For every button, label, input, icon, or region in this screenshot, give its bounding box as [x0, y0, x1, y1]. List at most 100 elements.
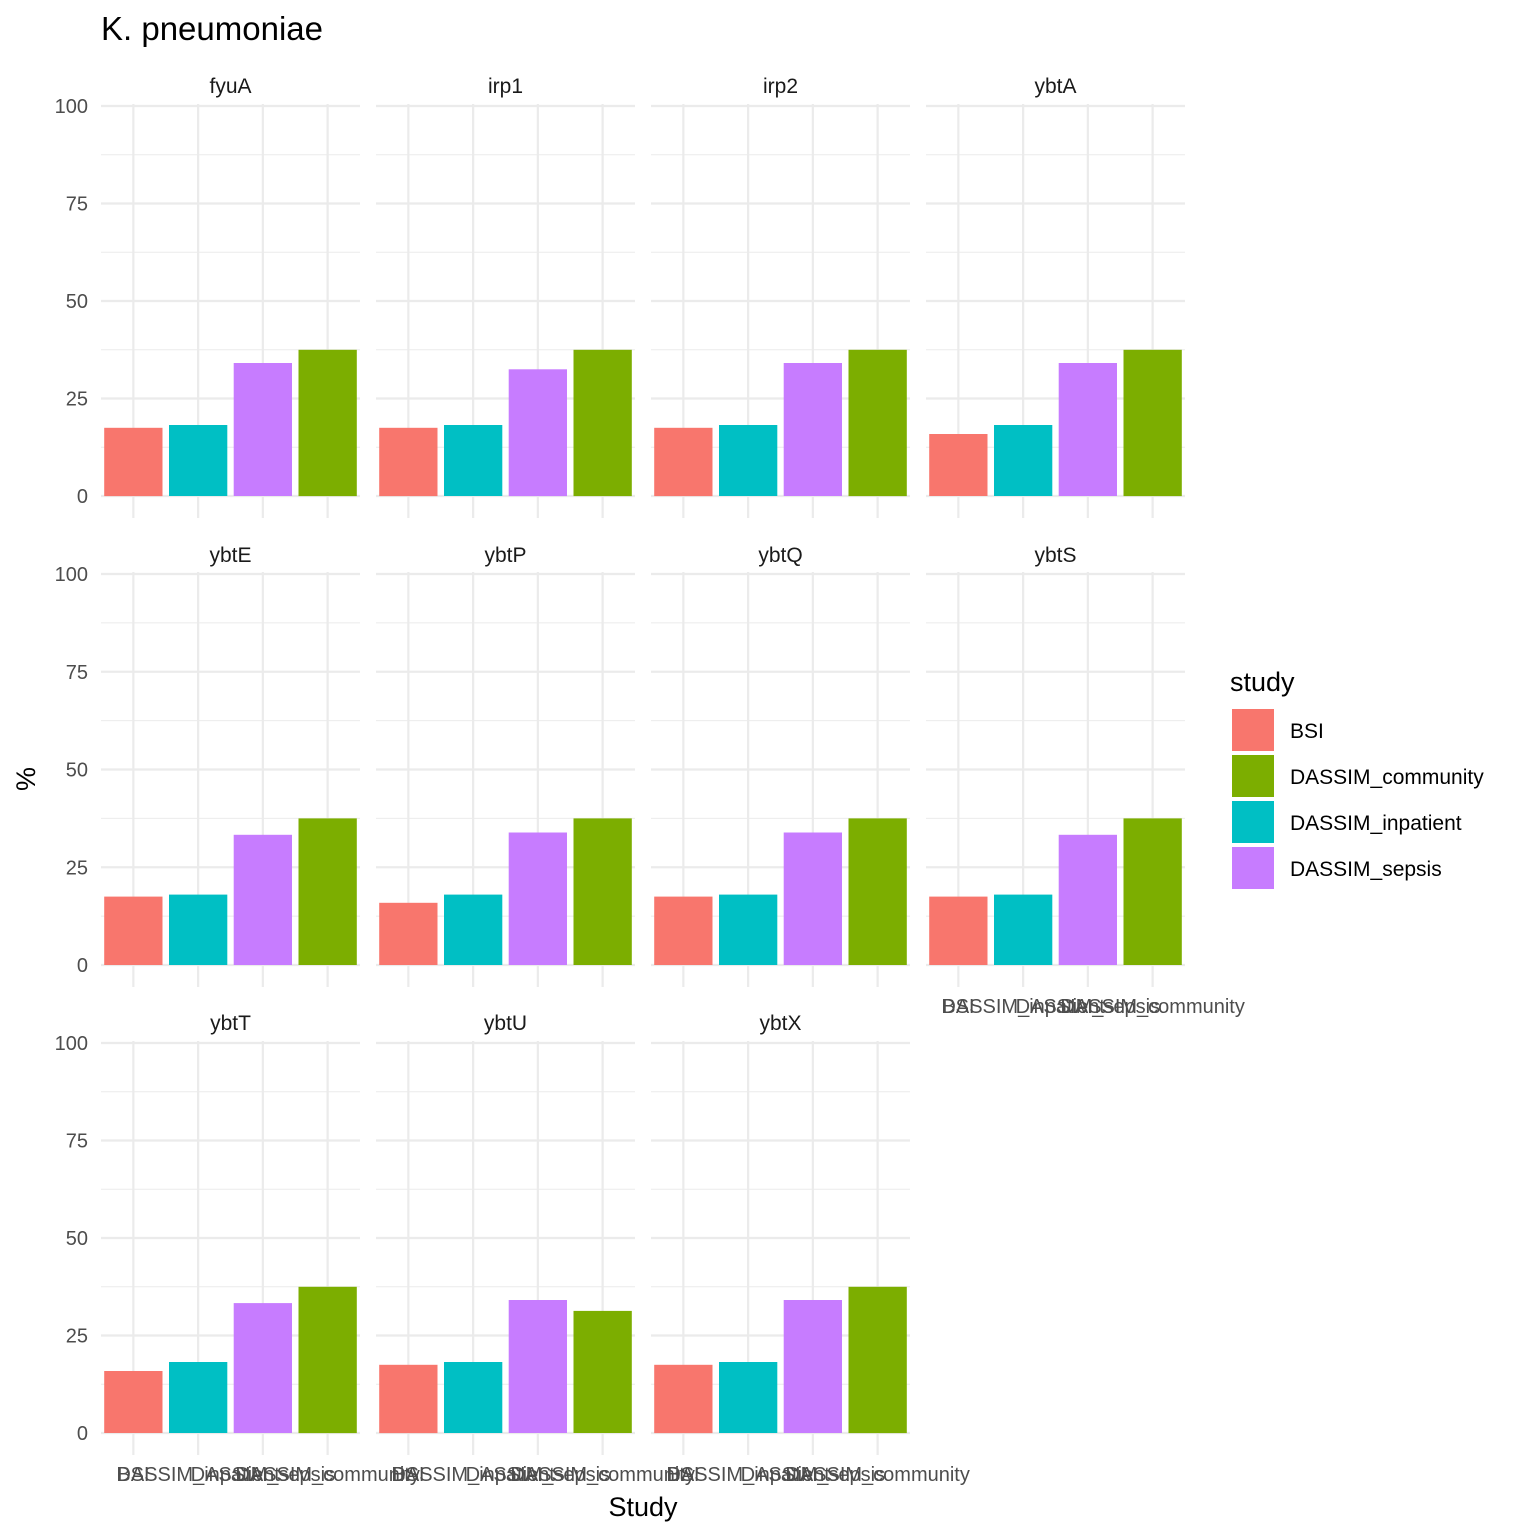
bar-ybtP-DASSIM_sepsis — [508, 832, 567, 965]
bar-irp1-DASSIM_sepsis — [508, 369, 567, 497]
facet-label: ybtA — [1034, 75, 1076, 98]
facet-irp2: irp2 — [651, 75, 910, 518]
bar-ybtE-BSI — [104, 896, 163, 965]
facet-label: irp2 — [763, 75, 798, 98]
x-tick-label: DASSIM_community — [785, 1464, 970, 1486]
bar-irp2-DASSIM_community — [848, 349, 907, 497]
facet-fyuA: fyuA 0 25 50 75 100 — [55, 75, 360, 518]
facet-irp1: irp1 — [376, 75, 635, 518]
facet-label: irp1 — [488, 75, 523, 98]
bar-ybtA-DASSIM_sepsis — [1058, 363, 1117, 496]
bar-ybtQ-DASSIM_inpatient — [719, 894, 778, 965]
bar-ybtQ-DASSIM_community — [848, 818, 907, 965]
facet-ybtU: ybtU BSIDASSIM_inpatientDASSIM_sepsisDASS… — [376, 1012, 695, 1486]
bar-irp2-BSI — [654, 427, 713, 497]
y-tick-label: 100 — [55, 1033, 88, 1055]
bar-ybtT-DASSIM_sepsis — [233, 1303, 292, 1433]
bar-ybtP-DASSIM_community — [573, 818, 632, 965]
bar-ybtS-DASSIM_community — [1123, 818, 1182, 965]
bar-ybtX-DASSIM_sepsis — [783, 1300, 842, 1433]
legend-title: study — [1230, 667, 1295, 697]
x-tick-label: DASSIM_sepsis — [466, 1464, 611, 1486]
bar-ybtX-DASSIM_inpatient — [719, 1362, 778, 1433]
y-tick-label: 25 — [66, 389, 88, 411]
y-tick-label: 0 — [77, 1423, 88, 1445]
bar-ybtX-DASSIM_community — [848, 1286, 907, 1434]
bar-ybtQ-BSI — [654, 896, 713, 965]
bar-ybtA-DASSIM_inpatient — [994, 425, 1053, 496]
facet-label: ybtX — [759, 1012, 801, 1035]
facet-label: ybtU — [484, 1012, 527, 1035]
facet-ybtQ: ybtQ — [651, 544, 910, 987]
y-tick-label: 50 — [66, 1228, 88, 1250]
bar-irp1-DASSIM_inpatient — [444, 425, 503, 496]
x-tick-label: DASSIM_community — [1060, 996, 1245, 1018]
bar-fyuA-DASSIM_inpatient — [169, 425, 228, 496]
facet-label: ybtT — [210, 1012, 251, 1035]
bar-ybtS-BSI — [929, 896, 988, 965]
legend-label: DASSIM_sepsis — [1290, 858, 1442, 881]
x-tick-label: DASSIM_sepsis — [1016, 996, 1161, 1018]
legend: study BSI DASSIM_community DASSIM_inpatien… — [1230, 667, 1484, 889]
legend-swatch-BSI — [1232, 709, 1274, 751]
facet-ybtT: ybtT 0 25 50 75 100 BSIDASSIM_inpatientDASSIM_… — [55, 1012, 420, 1486]
y-tick-label: 25 — [66, 1326, 88, 1348]
bar-ybtQ-DASSIM_sepsis — [783, 832, 842, 965]
x-tick-label: DASSIM_community — [235, 1464, 420, 1486]
bar-ybtP-BSI — [379, 902, 438, 965]
x-axis-title: Study — [608, 1492, 678, 1522]
legend-swatch-DASSIM_sepsis — [1232, 847, 1274, 889]
legend-label: DASSIM_community — [1290, 766, 1484, 789]
bar-ybtU-DASSIM_inpatient — [444, 1362, 503, 1433]
bar-ybtU-DASSIM_sepsis — [508, 1300, 567, 1433]
facet-label: ybtE — [209, 544, 251, 567]
x-tick-label: DASSIM_community — [510, 1464, 695, 1486]
chart-title: K. pneumoniae — [101, 10, 323, 47]
x-tick-label: DASSIM_inpatient — [116, 1464, 280, 1486]
y-tick-label: 100 — [55, 564, 88, 586]
x-tick-label: BSI — [392, 1464, 424, 1486]
bar-ybtX-BSI — [654, 1364, 713, 1434]
bar-ybtE-DASSIM_sepsis — [233, 834, 292, 965]
y-tick-label: 100 — [55, 96, 88, 118]
bar-irp2-DASSIM_sepsis — [783, 363, 842, 496]
bar-irp1-DASSIM_community — [573, 349, 632, 497]
bar-ybtA-DASSIM_community — [1123, 349, 1182, 497]
legend-swatch-DASSIM_inpatient — [1232, 801, 1274, 843]
bar-ybtA-BSI — [929, 434, 988, 496]
facet-label: ybtS — [1034, 544, 1076, 567]
y-tick-label: 50 — [66, 760, 88, 782]
bar-ybtS-DASSIM_sepsis — [1058, 834, 1117, 965]
bar-ybtT-DASSIM_community — [298, 1286, 357, 1434]
y-tick-label: 75 — [66, 1131, 88, 1153]
bar-ybtE-DASSIM_inpatient — [169, 894, 228, 965]
x-tick-label: DASSIM_inpatient — [391, 1464, 555, 1486]
x-tick-label: DASSIM_inpatient — [666, 1464, 830, 1486]
facet-label: ybtQ — [758, 544, 802, 567]
y-axis-title: % — [11, 767, 41, 791]
y-tick-label: 25 — [66, 857, 88, 879]
bar-ybtP-DASSIM_inpatient — [444, 894, 503, 965]
facet-panels: fyuA 0 25 50 75 100 irp1 irp2 ybtA ybtE 0 25 50 75 100… — [55, 75, 1245, 1486]
legend-label: BSI — [1290, 720, 1324, 743]
x-tick-label: BSI — [117, 1464, 149, 1486]
bar-ybtT-DASSIM_inpatient — [169, 1362, 228, 1433]
y-tick-label: 50 — [66, 291, 88, 313]
y-tick-label: 0 — [77, 955, 88, 977]
x-tick-label: DASSIM_sepsis — [191, 1464, 336, 1486]
bar-irp2-DASSIM_inpatient — [719, 425, 778, 496]
bar-fyuA-DASSIM_community — [298, 349, 357, 497]
facet-ybtS: ybtS BSIDASSIM_inpatientDASSIM_sepsisDASS… — [926, 544, 1245, 1018]
bar-irp1-BSI — [379, 427, 438, 497]
facet-ybtX: ybtX BSIDASSIM_inpatientDASSIM_sepsisDASS… — [651, 1012, 970, 1486]
facet-ybtP: ybtP — [376, 544, 635, 987]
y-tick-label: 0 — [77, 486, 88, 508]
facet-label: fyuA — [209, 75, 251, 98]
bar-fyuA-BSI — [104, 427, 163, 497]
bar-ybtS-DASSIM_inpatient — [994, 894, 1053, 965]
bar-ybtU-BSI — [379, 1364, 438, 1434]
legend-swatch-DASSIM_community — [1232, 755, 1274, 797]
x-tick-label: DASSIM_sepsis — [741, 1464, 886, 1486]
facet-label: ybtP — [484, 544, 526, 567]
